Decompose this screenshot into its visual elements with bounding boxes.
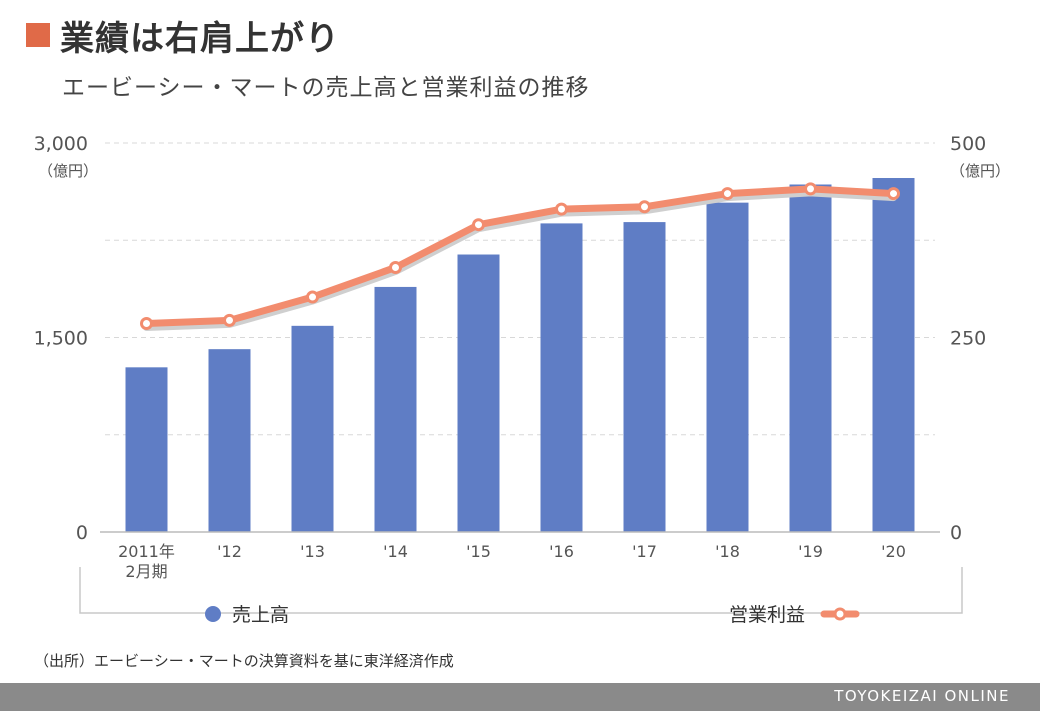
bar (540, 223, 583, 533)
bar (208, 349, 251, 532)
line-point (389, 260, 402, 274)
line-point (721, 187, 734, 201)
y-right-tick-label: 500 (950, 133, 986, 155)
brand-logo-text: TOYOKEIZAI ONLINE (834, 687, 1010, 705)
line-point (804, 182, 817, 196)
x-tick-label: 2月期 (125, 562, 167, 581)
x-tick-label: '17 (632, 542, 657, 561)
y-left-unit-label: （億円） (38, 162, 98, 180)
x-tick-label: '15 (466, 542, 491, 561)
line-point (638, 200, 651, 214)
title-block: 業績は右肩上がり (26, 10, 340, 60)
line-series-operating-profit (143, 185, 897, 327)
line-point (140, 316, 153, 330)
bar (291, 325, 334, 532)
chart-subtitle: エービーシー・マートの売上高と営業利益の推移 (62, 75, 590, 101)
line-point (887, 187, 900, 201)
x-tick-label: '14 (383, 542, 408, 561)
line-point (555, 202, 568, 216)
title-marker (26, 23, 50, 47)
y-left-tick-label: 1,500 (34, 328, 88, 350)
source-note: （出所）エービーシー・マートの決算資料を基に東洋経済作成 (34, 652, 454, 670)
bar (374, 286, 417, 532)
line-point (472, 218, 485, 232)
y-right-tick-label: 0 (950, 522, 962, 544)
footer-bar: TOYOKEIZAI ONLINE (0, 683, 1040, 711)
x-tick-label: '20 (881, 542, 906, 561)
legend-frame (79, 567, 963, 614)
legend-label-sales: 売上高 (232, 604, 289, 626)
y-right-unit-label: （億円） (950, 162, 1010, 180)
x-tick-label: '16 (549, 542, 574, 561)
line-shadow (143, 189, 897, 331)
y-right-tick-label: 250 (950, 328, 986, 350)
bar (789, 184, 832, 532)
bar (623, 222, 666, 532)
bar (706, 202, 749, 532)
x-tick-label: 2011年 (118, 542, 175, 561)
y-left-tick-label: 0 (76, 522, 88, 544)
x-tick-label: '18 (715, 542, 740, 561)
bar (872, 178, 915, 532)
bar (125, 367, 168, 532)
legend-label-operating-profit: 営業利益 (729, 604, 805, 626)
legend-line-marker (833, 607, 847, 621)
bar (457, 254, 500, 532)
x-tick-label: '13 (300, 542, 325, 561)
legend-bar-swatch (205, 606, 221, 622)
x-tick-label: '12 (217, 542, 242, 561)
line-point (306, 290, 319, 304)
line-point (223, 313, 236, 327)
y-left-tick-label: 3,000 (34, 133, 88, 155)
chart-title: 業績は右肩上がり (60, 18, 340, 59)
x-tick-label: '19 (798, 542, 823, 561)
